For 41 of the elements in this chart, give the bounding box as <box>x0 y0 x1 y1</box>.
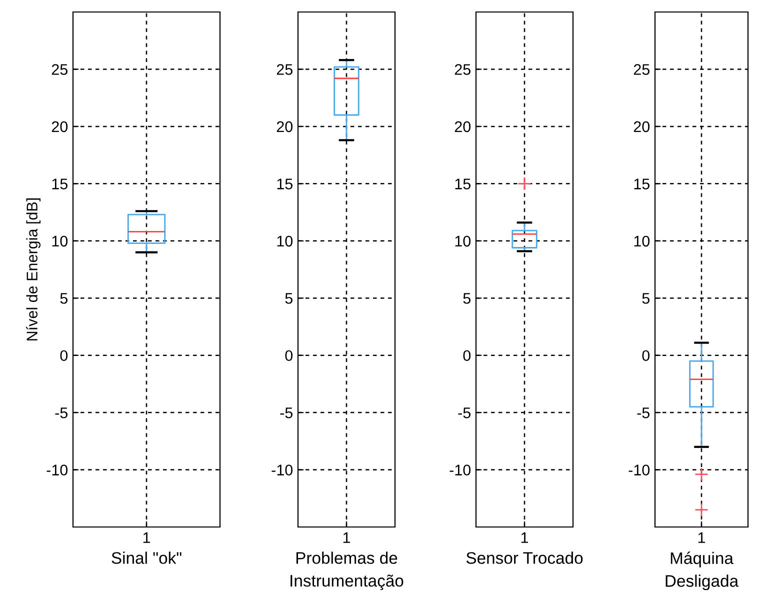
y-tick-label: 5 <box>463 293 470 304</box>
y-tick-label: 15 <box>277 178 292 190</box>
y-tick-label: 15 <box>455 178 470 190</box>
x-axis-title: Problemas de Instrumentação <box>290 552 404 590</box>
x-tick-label: 1 <box>343 532 350 543</box>
y-tick-label: 0 <box>463 350 471 362</box>
y-tick-label: 20 <box>52 121 68 132</box>
y-tick-label: 10 <box>634 236 650 247</box>
x-axis-title: Máquina Desligada <box>666 552 739 590</box>
y-tick-label: -10 <box>628 464 650 476</box>
y-tick-label: 15 <box>634 178 650 190</box>
y-tick-label: 20 <box>454 121 471 132</box>
y-tick-label: -10 <box>450 464 471 476</box>
y-tick-label: -5 <box>637 408 650 418</box>
y-tick-label: -5 <box>55 408 68 418</box>
y-tick-label: 20 <box>276 121 293 132</box>
y-tick-label: 25 <box>634 64 650 75</box>
y-tick-label: 5 <box>60 293 68 304</box>
x-tick-label: 1 <box>521 532 528 543</box>
y-tick-label: 25 <box>276 64 292 75</box>
y-tick-label: 10 <box>455 236 471 247</box>
y-tick-label: -10 <box>272 464 293 476</box>
x-tick-label: 1 <box>698 532 706 543</box>
y-tick-label: -5 <box>458 408 470 418</box>
y-axis-title: Nível de Energia [dB] <box>26 198 41 340</box>
y-tick-label: 0 <box>642 350 650 362</box>
y-tick-label: 20 <box>634 121 650 132</box>
y-tick-label: 10 <box>52 236 68 247</box>
y-tick-label: 5 <box>642 293 650 304</box>
x-axis-title: Sensor Trocado <box>466 552 583 564</box>
y-tick-label: 5 <box>285 293 292 304</box>
y-tick-label: 25 <box>52 64 68 75</box>
y-tick-label: 25 <box>454 64 470 75</box>
x-axis-title: Sinal "ok" <box>112 552 182 564</box>
y-tick-label: 0 <box>285 350 293 362</box>
y-tick-label: -5 <box>280 408 292 418</box>
y-tick-label: 10 <box>277 236 293 247</box>
x-tick-label: 1 <box>143 532 150 543</box>
y-tick-label: 0 <box>60 350 68 362</box>
y-tick-label: 15 <box>52 178 68 190</box>
y-tick-label: -10 <box>46 464 68 476</box>
